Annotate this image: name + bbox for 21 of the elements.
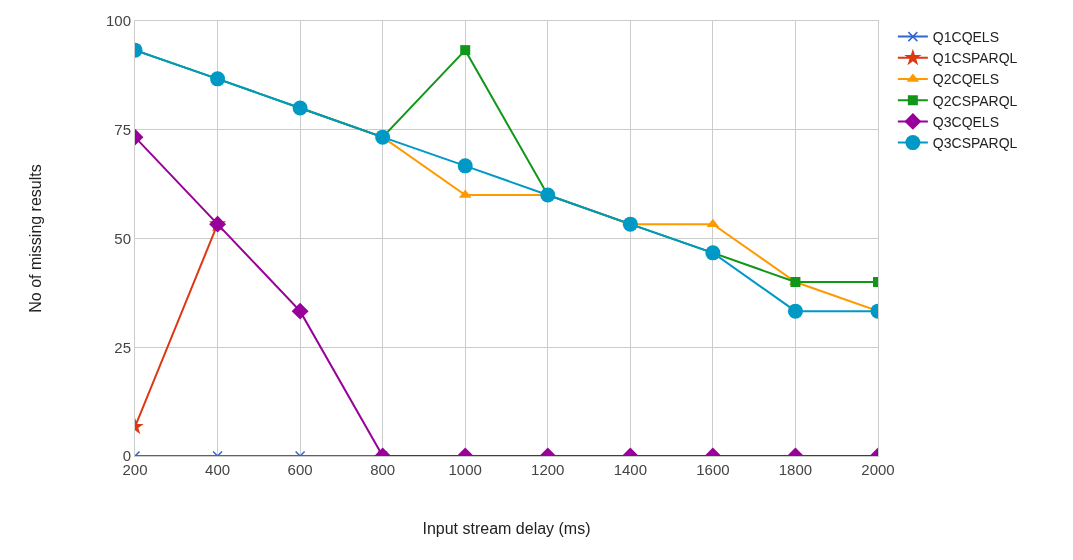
y-tick-label: 50 (114, 229, 131, 247)
y-tick-label: 75 (114, 121, 131, 138)
legend-label: Q2CSPARQL (932, 92, 1018, 109)
y-tick-label: 25 (114, 338, 131, 356)
y-axis-title: No of missing results (26, 164, 44, 313)
x-tick-label: 1200 (531, 461, 565, 478)
legend-label: Q3CQELS (932, 113, 999, 130)
legend-label: Q2CQELS (932, 71, 999, 88)
x-tick-label: 2000 (861, 461, 895, 478)
x-tick-label: 1000 (448, 461, 482, 478)
x-axis-title: Input stream delay (ms) (422, 519, 591, 537)
x-tick-label: 400 (205, 461, 231, 478)
legend-label: Q1CQELS (932, 29, 999, 46)
x-tick-label: 1400 (613, 461, 648, 478)
x-tick-label: 800 (370, 461, 396, 478)
legend-label: Q3CSPARQL (932, 135, 1018, 152)
x-tick-label: 1600 (696, 461, 730, 478)
legend-label: Q1CSPARQL (932, 50, 1018, 67)
x-tick-label: 1800 (778, 461, 813, 478)
y-tick-label: 100 (105, 12, 131, 30)
x-tick-label: 600 (287, 461, 313, 478)
